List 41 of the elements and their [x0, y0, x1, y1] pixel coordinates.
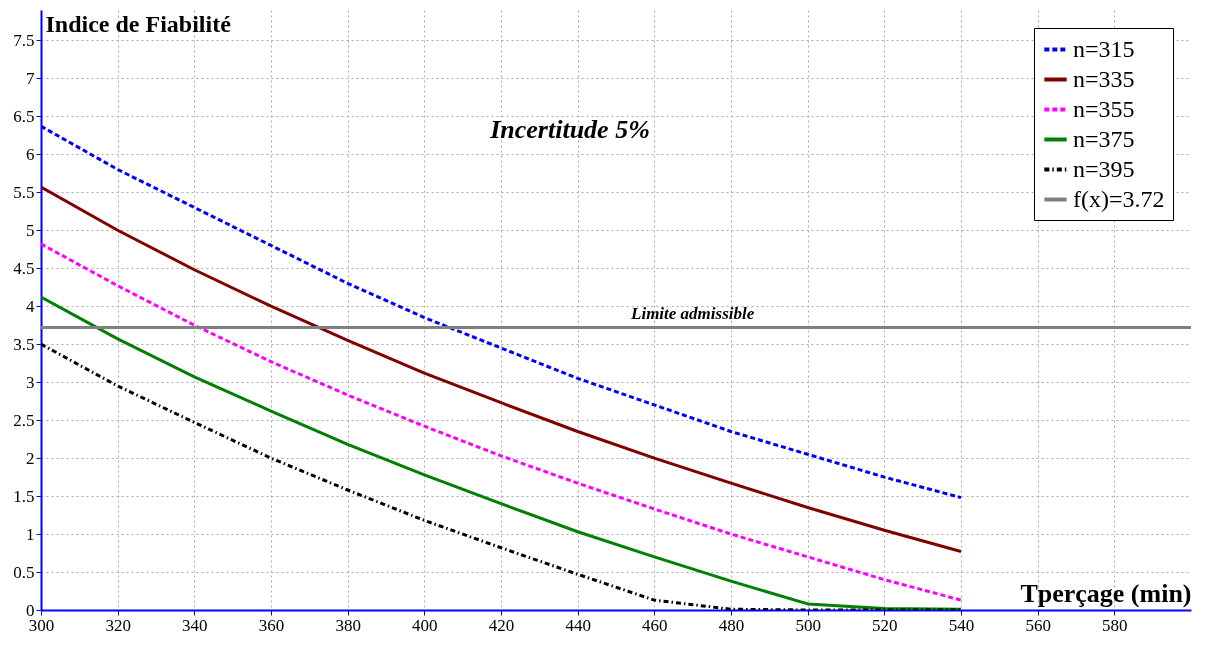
x-tick-label: 440: [565, 615, 591, 635]
y-tick-label: 7.5: [13, 30, 35, 50]
x-tick-label: 400: [412, 615, 438, 635]
x-tick-label: 360: [258, 615, 285, 635]
legend-label: n=395: [1073, 155, 1135, 182]
x-tick-label: 460: [642, 615, 668, 635]
legend-label: n=315: [1073, 35, 1135, 62]
y-tick-label: 6.5: [13, 106, 35, 126]
y-tick-label: 5: [26, 220, 35, 240]
x-tick-label: 540: [948, 615, 975, 635]
y-tick-label: 3: [26, 372, 35, 392]
x-tick-label: 340: [182, 615, 208, 635]
legend-label: f(x)=3.72: [1073, 185, 1165, 212]
y-tick-label: 1: [26, 524, 35, 544]
y-tick-label: 3.5: [13, 334, 35, 354]
y-tick-label: 4.5: [13, 258, 35, 278]
y-tick-label: 6: [26, 144, 35, 164]
y-tick-label: 2.5: [13, 410, 35, 430]
y-tick-label: 1.5: [13, 486, 35, 506]
y-tick-label: 4: [26, 296, 35, 316]
y-tick-label: 0.5: [13, 562, 35, 582]
x-tick-label: 320: [105, 615, 131, 635]
y-axis-title: Indice de Fiabilité: [45, 10, 232, 37]
x-tick-label: 420: [488, 615, 515, 635]
x-tick-label: 520: [872, 615, 898, 635]
line-series: [41, 185, 963, 554]
legend-label: n=375: [1073, 125, 1135, 152]
legend-label: n=355: [1073, 95, 1135, 122]
y-tick-label: 2: [26, 448, 35, 468]
x-axis-title: Tperçage (min): [1020, 578, 1192, 608]
x-tick-label: 500: [795, 615, 821, 635]
x-tick-label: 580: [1102, 615, 1128, 635]
y-tick-label: 7: [26, 68, 35, 88]
annotation: Limite admissible: [630, 304, 755, 324]
line-series: [41, 242, 963, 602]
annotation: Incertitude 5%: [489, 115, 650, 144]
x-tick-label: 480: [718, 615, 745, 635]
x-tick-label: 380: [335, 615, 361, 635]
x-tick-label: 560: [1025, 615, 1051, 635]
y-tick-label: 5.5: [13, 182, 35, 202]
legend-label: n=335: [1073, 65, 1135, 92]
